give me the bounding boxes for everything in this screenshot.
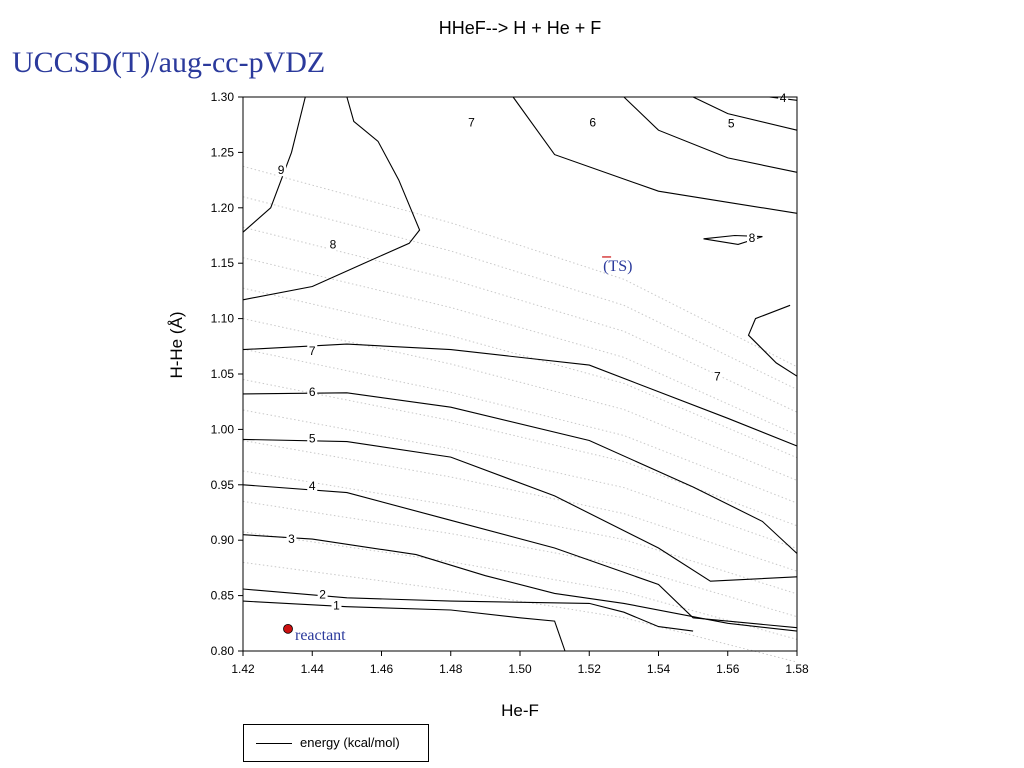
minor-contour-line <box>242 196 798 390</box>
contour-label-bg <box>307 384 318 398</box>
contour-line <box>242 96 421 301</box>
contour-label: 7 <box>468 116 475 130</box>
contour-line <box>692 96 798 131</box>
contour-line <box>747 304 798 377</box>
contour-label-bg <box>746 230 757 244</box>
contour-line <box>242 96 306 233</box>
y-tick-label: 1.30 <box>211 90 235 104</box>
contour-label: 5 <box>728 117 735 131</box>
y-tick-label: 0.80 <box>211 644 235 658</box>
contour-label: 4 <box>780 91 787 105</box>
contour-label-bg <box>331 598 342 612</box>
x-tick-label: 1.52 <box>578 662 602 676</box>
minor-contour-line <box>242 470 798 595</box>
plot-frame <box>242 96 798 652</box>
contour-label-bg <box>307 343 318 357</box>
x-axis-label: He-F <box>501 701 539 720</box>
minor-contour-line <box>242 500 798 618</box>
contour-label: 5 <box>309 431 316 445</box>
minor-contour-line <box>242 531 798 640</box>
x-tick-label: 1.58 <box>785 662 809 676</box>
contour-label-bg <box>317 587 328 601</box>
x-tick-label: 1.44 <box>301 662 325 676</box>
y-tick-label: 1.10 <box>211 312 235 326</box>
minor-contour-line <box>242 561 798 663</box>
y-tick-label: 0.95 <box>211 478 235 492</box>
contour-label: 3 <box>288 532 295 546</box>
contour-label-bg <box>466 115 477 129</box>
contour-line <box>242 484 798 629</box>
x-tick-label: 1.48 <box>439 662 463 676</box>
contour-label: 1 <box>333 599 340 613</box>
contour-label-bg <box>307 431 318 445</box>
minor-contour-line <box>242 257 798 436</box>
slide-title: HHeF--> H + He + F <box>438 18 602 38</box>
minor-contour-line <box>242 440 798 572</box>
minor-contour-line <box>242 348 798 504</box>
x-tick-label: 1.56 <box>716 662 740 676</box>
contour-label-bg <box>712 369 723 383</box>
y-tick-label: 0.85 <box>211 589 235 603</box>
minor-contour-line <box>242 409 798 549</box>
contour-label-bg <box>328 237 339 251</box>
y-axis-label: H-He (Å) <box>167 311 186 378</box>
reactant-label: reactant <box>295 627 346 644</box>
y-tick-label: 1.00 <box>211 422 235 436</box>
minor-contour-line <box>242 226 798 413</box>
y-tick-label: 1.05 <box>211 367 235 381</box>
contour-label-bg <box>726 116 737 130</box>
legend: energy (kcal/mol) <box>243 724 429 762</box>
contour-line <box>242 392 798 554</box>
contour-label: 6 <box>589 116 596 130</box>
contour-line <box>242 600 566 652</box>
contour-label-bg <box>286 532 297 546</box>
ts-label: (TS) <box>603 258 632 275</box>
contour-label: 4 <box>309 479 316 493</box>
contour-label-bg <box>276 163 287 177</box>
x-tick-label: 1.54 <box>647 662 671 676</box>
contour-label: 9 <box>278 163 285 177</box>
x-tick-label: 1.46 <box>370 662 394 676</box>
contour-label: 8 <box>749 231 756 245</box>
contour-line <box>623 96 798 173</box>
legend-line-swatch <box>256 743 292 744</box>
minor-contour-line <box>242 379 798 527</box>
contour-label-bg <box>778 91 789 105</box>
contour-label-bg <box>307 479 318 493</box>
x-tick-label: 1.42 <box>231 662 255 676</box>
contour-line <box>242 343 798 447</box>
contour-line <box>242 534 798 632</box>
contour-label: 8 <box>330 237 337 251</box>
contour-line <box>703 234 763 245</box>
y-tick-label: 1.20 <box>211 201 235 215</box>
minor-contour-line <box>242 318 798 481</box>
contour-line <box>242 588 694 632</box>
method-title: UCCSD(T)/aug-cc-pVDZ <box>12 46 326 79</box>
x-tick-label: 1.50 <box>508 662 532 676</box>
contour-label: 7 <box>714 369 721 383</box>
contour-line <box>512 96 798 214</box>
contour-label: 6 <box>309 385 316 399</box>
contour-label-bg <box>587 115 598 129</box>
reactant-point <box>283 623 293 634</box>
legend-label: energy (kcal/mol) <box>300 735 400 750</box>
y-tick-label: 1.25 <box>211 145 235 159</box>
contour-label: 2 <box>319 588 326 602</box>
y-tick-label: 0.90 <box>211 533 235 547</box>
y-tick-label: 1.15 <box>211 256 235 270</box>
contour-label: 7 <box>309 344 316 358</box>
contour-line <box>242 438 798 582</box>
